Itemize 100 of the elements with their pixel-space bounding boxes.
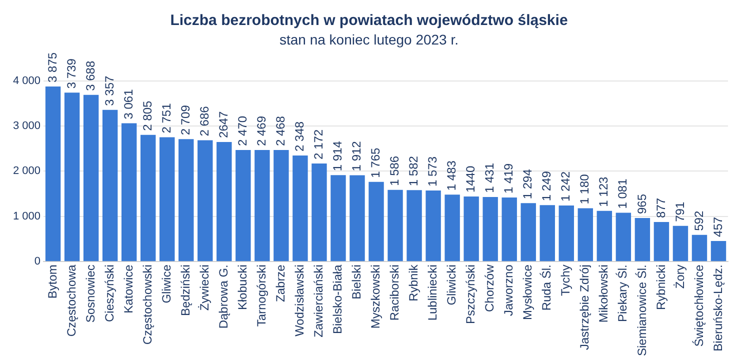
x-tick-label: Żory xyxy=(672,264,687,289)
data-label: 1 914 xyxy=(330,140,345,172)
data-label: 592 xyxy=(692,210,706,231)
bar xyxy=(178,139,194,262)
bar xyxy=(64,92,80,262)
chart-title: Liczba bezrobotnych w powiatach województwo śląskie xyxy=(170,12,568,30)
data-label: 2 468 xyxy=(274,116,288,146)
data-label: 2 172 xyxy=(312,129,326,160)
bar xyxy=(388,190,403,262)
y-tick-label: 2 000 xyxy=(12,165,41,178)
data-label: 1 294 xyxy=(520,168,535,200)
x-tick-label: Świętochłowice xyxy=(692,264,706,347)
bar xyxy=(45,86,61,262)
bar xyxy=(350,175,365,262)
data-label: 1 483 xyxy=(444,160,459,191)
x-tick-label: Siemianowice Śl. xyxy=(634,264,649,356)
bar xyxy=(83,94,99,262)
bar xyxy=(426,190,441,262)
data-label: 1 586 xyxy=(388,156,402,186)
data-label: 3 061 xyxy=(121,88,136,120)
x-tick-label: Bieruńsko-Lędz. xyxy=(710,264,725,352)
x-tick-label: Ruda Śl. xyxy=(540,264,554,311)
data-label: 3 739 xyxy=(64,58,78,89)
data-label: 3 357 xyxy=(102,76,116,106)
bar xyxy=(140,134,156,262)
x-tick-label: Bielsko-Biała xyxy=(330,264,345,334)
x-tick-label: Raciborski xyxy=(388,264,402,321)
x-tick-label: Będziński xyxy=(178,264,192,316)
data-label: 1 573 xyxy=(426,156,440,187)
data-label: 1 419 xyxy=(502,163,516,194)
bar xyxy=(616,212,632,262)
bar xyxy=(160,137,175,262)
x-tick-label: Zawierciański xyxy=(312,264,326,338)
data-label: 877 xyxy=(654,198,668,218)
bar xyxy=(254,150,270,262)
bar xyxy=(464,196,479,262)
data-label: 2 805 xyxy=(140,100,154,131)
bar xyxy=(654,222,670,262)
data-label: 2 709 xyxy=(178,104,192,136)
bar xyxy=(330,175,346,262)
x-tick-label: Bytom xyxy=(45,264,60,299)
bar xyxy=(710,240,726,262)
x-tick-label: Jastrzębie Zdrój xyxy=(578,264,592,350)
y-tick-label: 4 000 xyxy=(12,74,41,87)
data-label: 791 xyxy=(672,202,687,222)
bar xyxy=(692,234,708,262)
x-tick-label: Bielski xyxy=(350,264,364,300)
data-label: 965 xyxy=(634,194,649,214)
x-tick-label: Gliwicki xyxy=(444,264,459,306)
data-label: 2647 xyxy=(216,110,230,138)
data-label: 1 582 xyxy=(406,156,421,186)
data-label: 1 123 xyxy=(596,176,611,207)
x-tick-label: Jaworzno xyxy=(502,264,516,316)
x-tick-label: Rybnicki xyxy=(654,264,668,310)
bar xyxy=(672,226,688,262)
data-label: 2 751 xyxy=(159,102,174,134)
data-label: 1 249 xyxy=(540,170,554,202)
x-tick-label: Tarnogórski xyxy=(254,264,268,327)
x-tick-label: Lubliniecki xyxy=(426,264,440,321)
data-label: 2 469 xyxy=(254,116,268,146)
x-tick-label: Zabrze xyxy=(274,264,288,302)
data-label: 457 xyxy=(710,216,725,237)
y-tick-label: 0 xyxy=(34,256,41,268)
data-label: 2 348 xyxy=(292,121,307,152)
bar xyxy=(102,110,118,262)
y-tick-label: 3 000 xyxy=(12,120,41,132)
data-label: 1 431 xyxy=(482,162,497,193)
bar xyxy=(216,142,232,262)
chart-subtitle: stan na koniec lutego 2023 r. xyxy=(279,31,459,48)
data-label: 1 765 xyxy=(368,147,383,178)
bar xyxy=(482,196,498,262)
data-label: 1440 xyxy=(464,166,478,193)
data-label: 2 686 xyxy=(197,106,212,136)
x-tick-label: Żywiecki xyxy=(197,264,212,311)
x-tick-label: Wodzisławski xyxy=(292,264,307,336)
bar xyxy=(540,205,555,262)
bar xyxy=(292,155,308,262)
bar xyxy=(312,163,327,262)
x-tick-label: Tychy xyxy=(558,264,573,296)
bar xyxy=(198,140,213,262)
bar xyxy=(634,218,650,262)
x-tick-label: Częstochowa xyxy=(64,264,78,337)
x-tick-label: Gliwice xyxy=(159,264,174,304)
bar xyxy=(406,190,422,262)
bar xyxy=(121,123,137,262)
x-tick-label: Katowice xyxy=(121,264,136,314)
x-tick-label: Częstochowski xyxy=(140,264,154,345)
bar xyxy=(502,197,517,262)
x-tick-label: Mikołowski xyxy=(596,264,611,323)
y-tick-label: 1 000 xyxy=(12,210,41,222)
data-label: 1 912 xyxy=(350,140,364,172)
bar xyxy=(558,205,574,262)
bar xyxy=(274,150,289,262)
bar xyxy=(444,194,460,262)
bar xyxy=(236,150,251,262)
x-tick-label: Kłobucki xyxy=(235,264,250,310)
bar xyxy=(578,208,594,262)
x-tick-label: Rybnik xyxy=(406,264,421,302)
x-tick-label: Myszkowski xyxy=(368,264,383,329)
data-label: 3 688 xyxy=(83,60,98,91)
